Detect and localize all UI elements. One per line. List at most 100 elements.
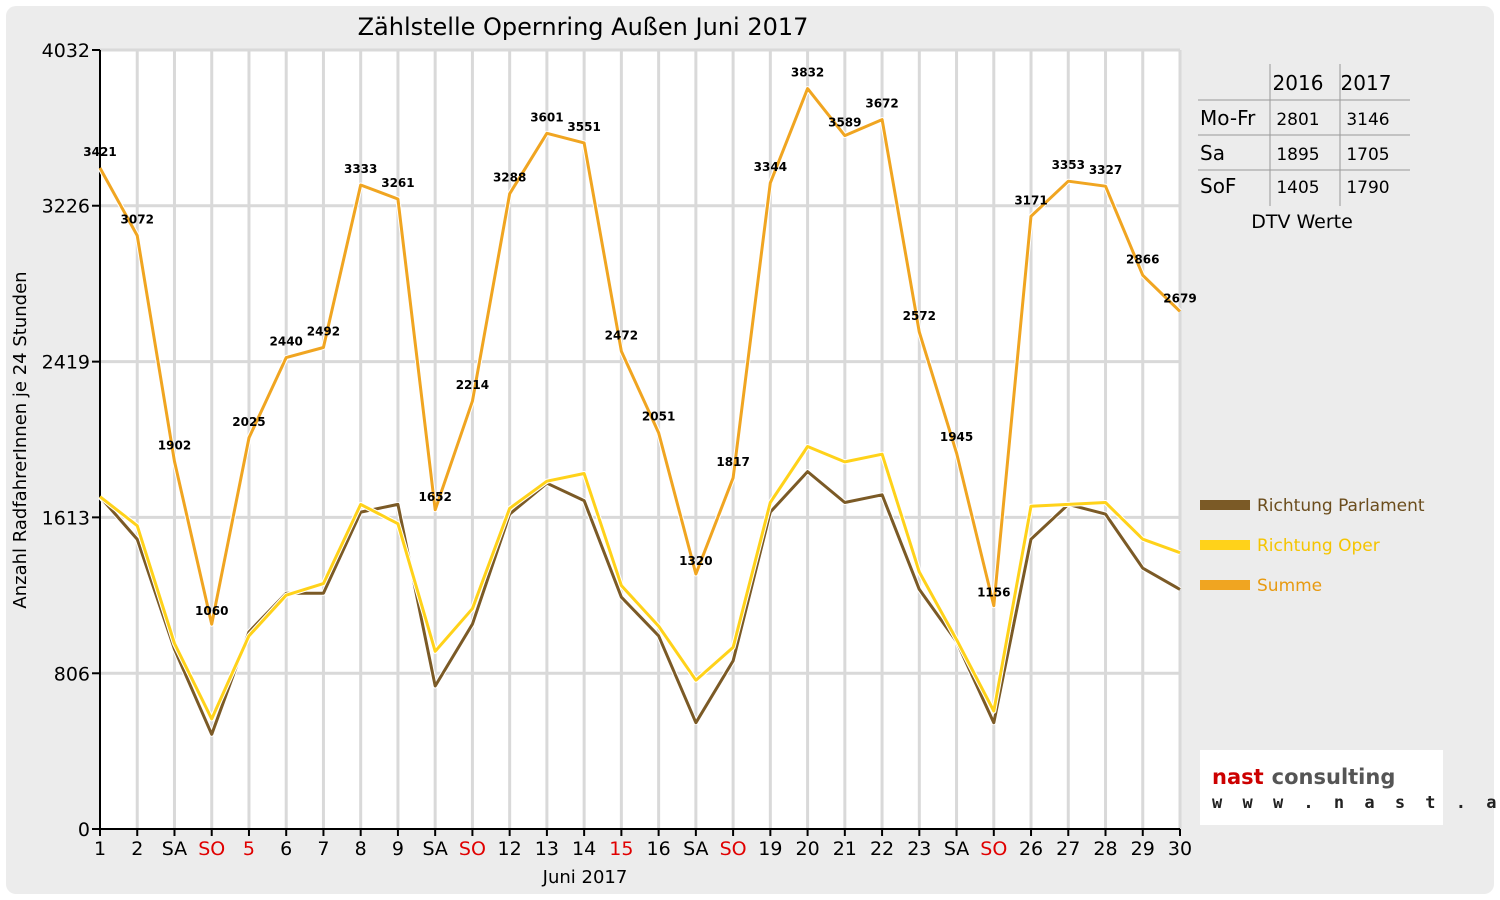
data-label: 3672 [865, 97, 898, 111]
data-label: 2679 [1163, 291, 1196, 305]
y-tick-label: 2419 [42, 352, 90, 374]
legend: Richtung Parlament Richtung Oper Summe [1200, 496, 1425, 596]
x-tick-label: 2 [131, 838, 143, 860]
data-label: 3421 [83, 145, 116, 159]
data-label: 2025 [232, 415, 265, 429]
legend-label-parlament: Richtung Parlament [1257, 496, 1425, 516]
x-tick-label: 26 [1019, 838, 1043, 860]
x-tick-label: SA [944, 838, 969, 860]
data-label: 2866 [1126, 252, 1159, 266]
data-label: 2214 [456, 378, 489, 392]
x-tick-labels: 1 2 SA SO 5 6 7 8 9 SA SO 12 13 14 15 16 SA SO 19 20 21 22 23 S… [94, 829, 1192, 860]
x-tick-label: SO [459, 838, 486, 860]
y-tick-label: 1613 [42, 507, 90, 529]
x-tick-label: 28 [1093, 838, 1117, 860]
x-tick-label: 9 [392, 838, 404, 860]
logo-url: w w w . n a s t . a t [1212, 793, 1500, 813]
chart-title: Zählstelle Opernring Außen Juni 2017 [358, 13, 809, 41]
legend-label-oper: Richtung Oper [1257, 536, 1380, 556]
data-label: 3288 [493, 171, 526, 185]
dtv-caption: DTV Werte [1251, 211, 1353, 233]
data-label: 3344 [754, 160, 787, 174]
data-label: 2572 [903, 309, 936, 323]
legend-swatch-oper [1200, 540, 1250, 550]
data-label: 3832 [791, 66, 824, 80]
data-label: 1156 [977, 586, 1010, 600]
logo-background [1200, 750, 1443, 825]
data-label: 1060 [195, 604, 228, 618]
dtv-row-label: SoF [1200, 174, 1236, 198]
axes [99, 50, 1180, 830]
dtv-cell: 1705 [1346, 145, 1389, 165]
x-tick-label: SO [198, 838, 225, 860]
y-tick-labels: 0 806 1613 2419 3226 4032 [42, 40, 100, 841]
x-tick-label: 7 [317, 838, 329, 860]
x-tick-label: 22 [870, 838, 894, 860]
data-label: 1652 [418, 490, 451, 504]
x-tick-label: 27 [1056, 838, 1080, 860]
dtv-table: 2016 2017 Mo-Fr 2801 3146 Sa 1895 1705 S… [1198, 64, 1410, 233]
data-label: 3072 [121, 212, 154, 226]
x-tick-label: 21 [833, 838, 857, 860]
data-label: 2492 [307, 325, 340, 339]
x-tick-label: 20 [795, 838, 819, 860]
data-label: 1902 [158, 439, 191, 453]
data-label: 1817 [716, 455, 749, 469]
x-tick-label: 6 [280, 838, 292, 860]
dtv-cell: 3146 [1346, 110, 1389, 130]
dtv-row-label: Sa [1200, 141, 1225, 165]
x-tick-label: 13 [535, 838, 559, 860]
logo-text: nast consulting [1212, 765, 1395, 789]
series-lines [97, 86, 1182, 737]
series-line-2 [98, 87, 1182, 626]
logo-name-part1: nast [1212, 765, 1264, 789]
legend-swatch-summe [1200, 580, 1250, 590]
data-label: 3171 [1014, 193, 1047, 207]
x-tick-label: SA [683, 838, 708, 860]
data-label: 3261 [381, 176, 414, 190]
x-tick-label: SO [980, 838, 1007, 860]
x-tick-label: 30 [1168, 838, 1192, 860]
x-tick-label: 12 [498, 838, 522, 860]
data-label: 3333 [344, 162, 377, 176]
x-tick-label: 15 [609, 838, 633, 860]
x-tick-label: 14 [572, 838, 596, 860]
x-tick-label: 23 [907, 838, 931, 860]
data-label: 2440 [270, 335, 303, 349]
x-tick-label: 16 [647, 838, 671, 860]
dtv-header-2016: 2016 [1273, 71, 1324, 95]
dtv-cell: 1405 [1276, 178, 1319, 198]
y-tick-label: 0 [78, 819, 90, 841]
data-label: 3551 [567, 120, 600, 134]
x-tick-label: SA [162, 838, 187, 860]
data-label: 3353 [1052, 158, 1085, 172]
data-label: 3601 [530, 110, 563, 124]
x-tick-label: 1 [94, 838, 106, 860]
dtv-cell: 1895 [1276, 145, 1319, 165]
data-label: 3327 [1089, 163, 1122, 177]
legend-swatch-parlament [1200, 500, 1250, 510]
x-tick-label: SA [422, 838, 447, 860]
y-tick-label: 806 [54, 663, 90, 685]
data-labels: 3421 3072 1902 1060 2025 2440 2492 3333 3261 1652… [83, 66, 1196, 619]
y-tick-label: 4032 [42, 40, 90, 62]
data-label: 3589 [828, 116, 861, 130]
x-tick-label: SO [720, 838, 747, 860]
dtv-row-label: Mo-Fr [1200, 106, 1256, 130]
legend-label-summe: Summe [1257, 576, 1322, 596]
dtv-header-2017: 2017 [1341, 71, 1392, 95]
x-axis-title: Juni 2017 [542, 867, 628, 888]
data-label: 2472 [605, 328, 638, 342]
y-axis-title: Anzahl RadfahrerInnen je 24 Stunden [10, 271, 31, 608]
x-tick-label: 19 [758, 838, 782, 860]
plot-area [100, 50, 1180, 829]
data-label: 1320 [679, 554, 712, 568]
y-tick-label: 3226 [42, 196, 90, 218]
x-tick-label: 5 [243, 838, 255, 860]
nast-consulting-logo: nast consulting w w w . n a s t . a t [1200, 750, 1500, 825]
dtv-cell: 1790 [1346, 178, 1389, 198]
data-label: 1945 [940, 430, 973, 444]
x-tick-label: 8 [355, 838, 367, 860]
series-line-1 [99, 445, 1181, 721]
